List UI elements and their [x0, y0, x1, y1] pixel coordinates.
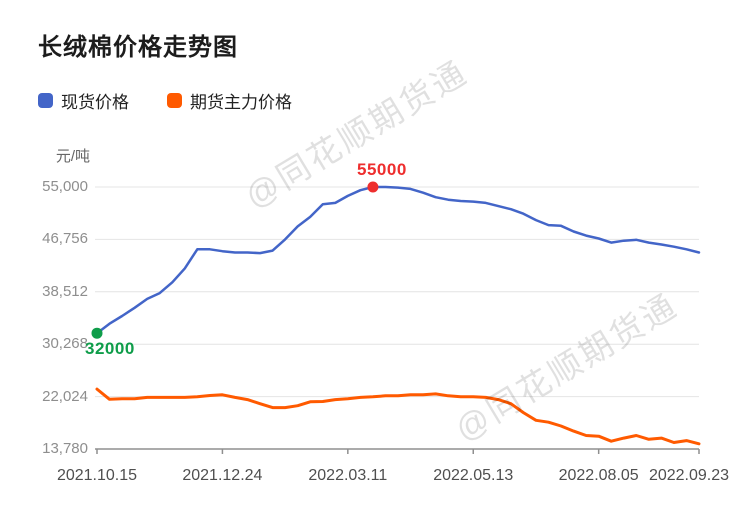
x-axis-tick-label: 2021.10.15 [56, 467, 138, 484]
x-axis-tick-label: 2022.09.23 [648, 467, 730, 484]
legend-label-futures-price: 期货主力价格 [190, 93, 292, 112]
legend-item-futures-price[interactable]: 期货主力价格 [167, 88, 292, 113]
y-axis-tick-label: 55,000 [42, 178, 88, 195]
peak-marker-dot [367, 181, 379, 193]
legend: 现货价格 期货主力价格 [38, 88, 292, 113]
y-axis-tick-label: 38,512 [42, 282, 88, 300]
x-axis-tick-label: 2022.08.05 [558, 467, 639, 484]
start-value-annotation: 32000 [85, 339, 135, 359]
y-axis-unit-label: 元/吨 [55, 148, 90, 165]
x-axis-tick-label: 2022.05.13 [433, 467, 514, 484]
page-title: 长绒棉价格走势图 [38, 34, 238, 61]
y-axis-tick-label: 30,268 [42, 335, 88, 353]
y-axis-tick-label: 13,780 [42, 440, 88, 457]
x-axis-tick-label: 2022.03.11 [308, 467, 388, 484]
futures-price-swatch-icon [167, 93, 182, 108]
x-axis-tick-label: 2021.12.24 [182, 467, 263, 484]
spot-price-line[interactable] [95, 185, 701, 335]
start-marker-dot [91, 327, 103, 339]
spot-price-swatch-icon [38, 93, 53, 108]
legend-item-spot-price[interactable]: 现货价格 [38, 88, 129, 113]
futures-price-line[interactable] [95, 387, 701, 446]
y-axis-tick-label: 22,024 [42, 387, 88, 405]
y-axis-tick-label: 46,756 [42, 230, 88, 248]
peak-value-annotation: 55000 [357, 160, 407, 179]
legend-label-spot-price: 现货价格 [61, 93, 129, 112]
